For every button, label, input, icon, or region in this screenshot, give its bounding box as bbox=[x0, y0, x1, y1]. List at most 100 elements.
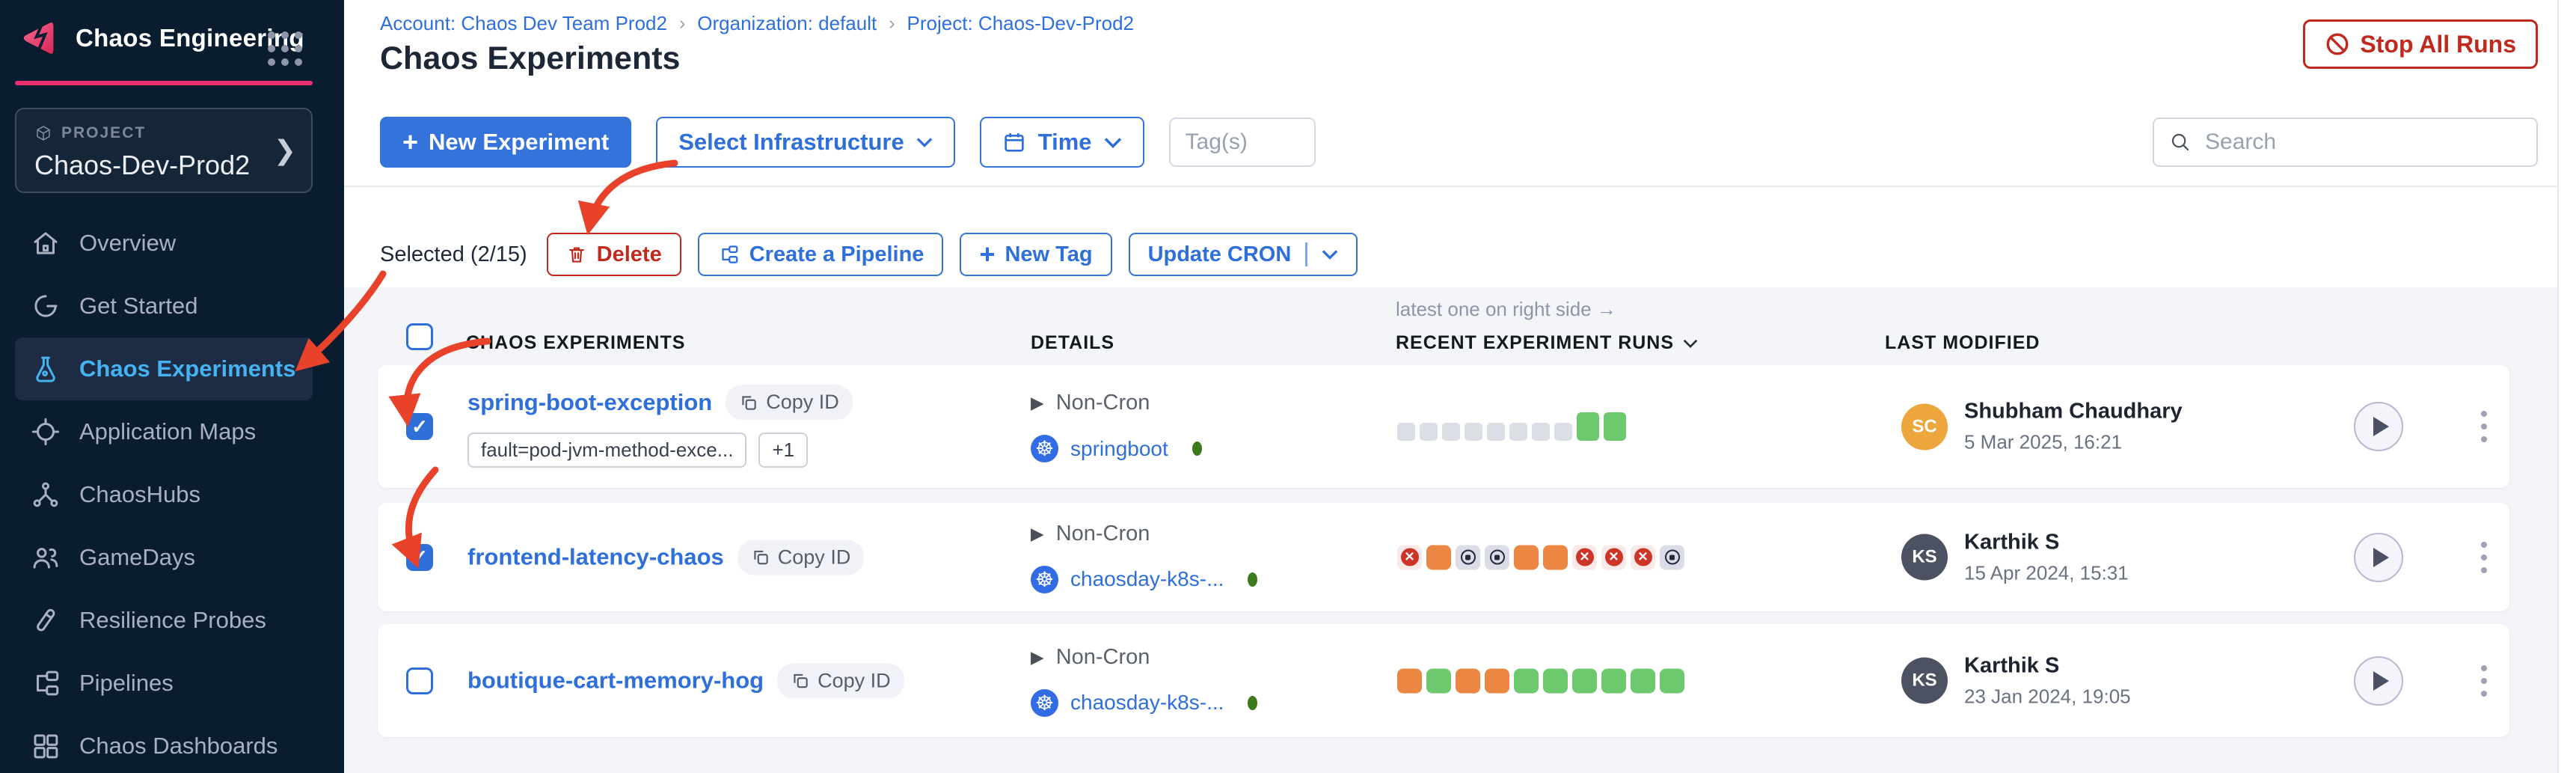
row-menu-button[interactable] bbox=[2477, 661, 2491, 701]
run-indicator-success[interactable] bbox=[1514, 668, 1539, 693]
delete-button[interactable]: Delete bbox=[546, 233, 681, 276]
sidebar-item-gamedays[interactable]: GameDays bbox=[15, 526, 313, 589]
update-cron-button[interactable]: Update CRON bbox=[1128, 233, 1358, 276]
breadcrumb-project[interactable]: Project: Chaos-Dev-Prod2 bbox=[907, 12, 1135, 34]
copy-id-button[interactable]: Copy ID bbox=[726, 385, 853, 420]
run-indicator-empty[interactable] bbox=[1397, 423, 1415, 441]
sidebar-item-label: Application Maps bbox=[79, 418, 257, 444]
select-infrastructure-dropdown[interactable]: Select Infrastructure bbox=[656, 117, 955, 168]
infrastructure-line: ☸ chaosday-k8s-... bbox=[1031, 688, 1258, 717]
run-indicator-failed[interactable] bbox=[1601, 545, 1626, 569]
project-label-row: PROJECT bbox=[34, 124, 293, 142]
run-indicator-stopped[interactable] bbox=[1485, 545, 1509, 569]
run-indicator-success-tall[interactable] bbox=[1577, 412, 1599, 441]
run-indicator-stopped[interactable] bbox=[1660, 545, 1684, 569]
run-indicator-empty[interactable] bbox=[1532, 423, 1550, 441]
project-selector[interactable]: PROJECT Chaos-Dev-Prod2 ❯ bbox=[15, 108, 313, 193]
run-experiment-button[interactable] bbox=[2354, 532, 2403, 582]
harness-chaos-logo-icon bbox=[23, 22, 54, 54]
run-indicator-empty[interactable] bbox=[1420, 423, 1438, 441]
sidebar-item-application-maps[interactable]: Application Maps bbox=[15, 400, 313, 463]
sidebar-item-resilience-probes[interactable]: Resilience Probes bbox=[15, 589, 313, 652]
copy-id-button[interactable]: Copy ID bbox=[777, 663, 904, 698]
sidebar-item-label: Resilience Probes bbox=[79, 607, 266, 633]
run-indicator-running[interactable] bbox=[1485, 668, 1509, 693]
sidebar-item-overview[interactable]: Overview bbox=[15, 212, 313, 275]
run-indicator-success[interactable] bbox=[1543, 668, 1568, 693]
cron-toggle[interactable]: ▶ Non-Cron bbox=[1031, 522, 1257, 546]
sidebar-item-label: Chaos Dashboards bbox=[79, 733, 278, 759]
run-indicator-success[interactable] bbox=[1426, 668, 1451, 693]
run-indicator-failed[interactable] bbox=[1397, 545, 1422, 569]
run-indicator-running[interactable] bbox=[1426, 545, 1451, 569]
experiment-name-link[interactable]: spring-boot-exception bbox=[467, 388, 713, 415]
time-dropdown[interactable]: Time bbox=[979, 117, 1144, 168]
run-indicator-empty[interactable] bbox=[1509, 423, 1527, 441]
run-indicator-running[interactable] bbox=[1543, 545, 1568, 569]
run-indicator-failed[interactable] bbox=[1572, 545, 1597, 569]
cron-toggle[interactable]: ▶ Non-Cron bbox=[1031, 391, 1202, 415]
sidebar-item-pipelines[interactable]: Pipelines bbox=[15, 652, 313, 715]
breadcrumb-separator: › bbox=[889, 13, 895, 34]
breadcrumb-organization[interactable]: Organization: default bbox=[697, 12, 877, 34]
row-checkbox[interactable] bbox=[406, 667, 433, 694]
row-checkbox[interactable] bbox=[406, 543, 433, 571]
experiment-row: boutique-cart-memory-hog Copy ID ▶ Non-C… bbox=[378, 624, 2509, 737]
copy-id-button[interactable]: Copy ID bbox=[737, 540, 865, 575]
cron-label: Non-Cron bbox=[1055, 644, 1150, 669]
run-indicator-empty[interactable] bbox=[1487, 423, 1505, 441]
experiment-name-link[interactable]: boutique-cart-memory-hog bbox=[467, 667, 764, 694]
infrastructure-link[interactable]: chaosday-k8s-... bbox=[1070, 567, 1224, 590]
hub-icon bbox=[33, 482, 58, 507]
run-indicator-empty[interactable] bbox=[1442, 423, 1460, 441]
search-box[interactable] bbox=[2153, 117, 2538, 167]
chevron-down-icon bbox=[1322, 250, 1338, 260]
run-indicator-running[interactable] bbox=[1397, 668, 1422, 693]
new-tag-button[interactable]: + New Tag bbox=[960, 233, 1112, 276]
status-dot bbox=[1248, 695, 1258, 710]
run-indicator-running[interactable] bbox=[1456, 668, 1480, 693]
avatar: SC bbox=[1901, 403, 1948, 450]
module-grid-icon[interactable] bbox=[268, 31, 302, 66]
run-indicator-failed[interactable] bbox=[1631, 545, 1655, 569]
tag-chip[interactable]: fault=pod-jvm-method-exce... bbox=[467, 433, 747, 468]
search-input[interactable] bbox=[2205, 129, 2521, 155]
row-menu-button[interactable] bbox=[2477, 537, 2491, 578]
run-indicator-stopped[interactable] bbox=[1456, 545, 1480, 569]
chevron-down-icon bbox=[1104, 137, 1121, 148]
row-checkbox[interactable] bbox=[406, 413, 433, 440]
run-indicator-success[interactable] bbox=[1660, 668, 1684, 693]
run-indicator-empty[interactable] bbox=[1554, 423, 1572, 441]
select-all-checkbox[interactable] bbox=[406, 323, 433, 350]
run-experiment-button[interactable] bbox=[2354, 656, 2403, 706]
create-pipeline-button[interactable]: Create a Pipeline bbox=[697, 233, 944, 276]
sidebar-item-chaoshubs[interactable]: ChaosHubs bbox=[15, 463, 313, 526]
stop-all-runs-button[interactable]: Stop All Runs bbox=[2303, 19, 2538, 69]
breadcrumb-account[interactable]: Account: Chaos Dev Team Prod2 bbox=[380, 12, 667, 34]
run-indicator-running[interactable] bbox=[1514, 545, 1539, 569]
sidebar-item-chaos-dashboards[interactable]: Chaos Dashboards bbox=[15, 715, 313, 773]
modified-by-name: Karthik S bbox=[1964, 530, 2060, 554]
sidebar-item-get-started[interactable]: Get Started bbox=[15, 275, 313, 337]
cron-toggle[interactable]: ▶ Non-Cron bbox=[1031, 645, 1257, 670]
run-experiment-button[interactable] bbox=[2354, 402, 2403, 451]
column-header-recent-runs[interactable]: RECENT EXPERIMENT RUNS bbox=[1396, 332, 1698, 354]
breadcrumb: Account: Chaos Dev Team Prod2 › Organiza… bbox=[380, 12, 1134, 35]
tag-overflow-chip[interactable]: +1 bbox=[758, 433, 809, 468]
infrastructure-link[interactable]: chaosday-k8s-... bbox=[1070, 691, 1224, 714]
run-indicator-success-tall[interactable] bbox=[1604, 412, 1626, 441]
run-indicator-empty[interactable] bbox=[1465, 423, 1482, 441]
recent-runs-label: RECENT EXPERIMENT RUNS bbox=[1396, 332, 1675, 353]
run-indicator-success[interactable] bbox=[1631, 668, 1655, 693]
run-indicator-success[interactable] bbox=[1572, 668, 1597, 693]
update-cron-label: Update CRON bbox=[1147, 242, 1292, 266]
sidebar-item-chaos-experiments[interactable]: Chaos Experiments bbox=[15, 337, 313, 400]
experiment-name-link[interactable]: frontend-latency-chaos bbox=[467, 543, 724, 570]
infrastructure-link[interactable]: springboot bbox=[1070, 436, 1168, 460]
run-indicator-success[interactable] bbox=[1601, 668, 1626, 693]
new-experiment-button[interactable]: + New Experiment bbox=[380, 117, 632, 168]
cube-icon bbox=[37, 126, 50, 141]
tags-filter-input[interactable] bbox=[1168, 117, 1316, 167]
row-menu-button[interactable] bbox=[2477, 406, 2491, 447]
status-dot bbox=[1192, 442, 1202, 456]
